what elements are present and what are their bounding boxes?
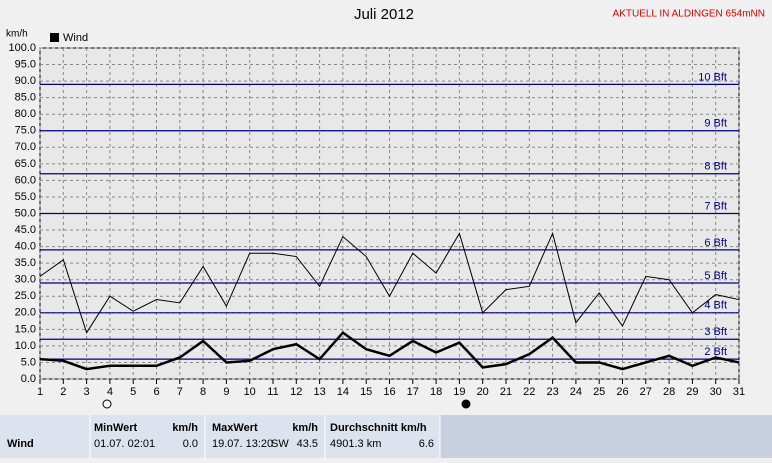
beaufort-label: 8 Bft [704, 161, 727, 173]
y-tick-label: 35.0 [15, 257, 36, 269]
direction: SW [271, 438, 289, 450]
y-tick-label: 60.0 [15, 174, 36, 186]
y-axis-label: km/h [6, 29, 28, 40]
y-tick-label: 65.0 [15, 158, 36, 170]
beaufort-label: 4 Bft [704, 300, 727, 312]
x-tick-label: 31 [733, 386, 745, 398]
y-tick-label: 15.0 [15, 323, 36, 335]
x-tick-label: 29 [686, 386, 698, 398]
header: Durchschnitt km/h [330, 422, 427, 434]
x-tick-label: 30 [710, 386, 722, 398]
x-tick-label: 10 [244, 386, 256, 398]
y-tick-label: 90.0 [15, 75, 36, 87]
date: 19.07. 13:20 [212, 438, 273, 450]
y-tick-label: 30.0 [15, 274, 36, 286]
beaufort-label: 10 Bft [698, 71, 727, 83]
date: 01.07. 02:01 [94, 438, 155, 450]
x-tick-label: 4 [107, 386, 113, 398]
y-tick-label: 20.0 [15, 307, 36, 319]
full-moon [461, 399, 471, 409]
x-tick-label: 15 [360, 386, 372, 398]
x-tick-label: 11 [267, 386, 278, 398]
y-tick-label: 85.0 [15, 92, 36, 104]
y-tick-label: 80.0 [15, 108, 36, 120]
y-tick-label: 25.0 [15, 290, 36, 302]
stats-table: Wind MinWert km/h 01.07. 02:01 0.0 MaxWe… [0, 415, 772, 458]
value: 0.0 [183, 438, 198, 450]
x-tick-label: 18 [430, 386, 442, 398]
x-tick-label: 1 [37, 386, 43, 398]
x-tick-label: 6 [153, 386, 159, 398]
x-tick-label: 7 [177, 386, 183, 398]
y-tick-label: 100.0 [8, 42, 36, 54]
x-tick-label: 19 [453, 386, 465, 398]
beaufort-label: 7 Bft [704, 200, 727, 212]
x-tick-label: 2 [60, 386, 66, 398]
y-tick-label: 45.0 [15, 224, 36, 236]
header: MinWert [94, 422, 138, 434]
beaufort-label: 6 Bft [704, 237, 727, 249]
y-tick-label: 55.0 [15, 191, 36, 203]
x-tick-label: 13 [313, 386, 325, 398]
new-moon [102, 399, 112, 409]
x-tick-label: 16 [383, 386, 395, 398]
y-tick-label: 10.0 [15, 340, 36, 352]
chart-title: Juli 2012 [354, 6, 414, 23]
header: MaxWert [212, 422, 258, 434]
series-line [39, 330, 740, 371]
x-tick-label: 12 [290, 386, 302, 398]
x-tick-label: 21 [500, 386, 512, 398]
y-tick-label: 70.0 [15, 141, 36, 153]
y-tick-label: 75.0 [15, 125, 36, 137]
value: 6.6 [419, 438, 434, 450]
x-tick-label: 25 [593, 386, 605, 398]
x-tick-label: 26 [616, 386, 628, 398]
x-tick-label: 24 [570, 386, 582, 398]
x-tick-label: 17 [407, 386, 419, 398]
y-tick-label: 40.0 [15, 241, 36, 253]
y-tick-label: 5.0 [21, 356, 36, 368]
legend-label: Wind [63, 32, 88, 44]
x-tick-label: 9 [223, 386, 229, 398]
x-tick-label: 23 [546, 386, 558, 398]
x-tick-label: 27 [640, 386, 652, 398]
x-tick-label: 14 [337, 386, 349, 398]
value: 43.5 [297, 438, 318, 450]
row-label: Wind [7, 438, 34, 450]
beaufort-label: 3 Bft [704, 326, 727, 338]
y-tick-label: 0.0 [21, 373, 36, 385]
y-tick-label: 50.0 [15, 207, 36, 219]
unit: km/h [292, 422, 318, 434]
beaufort-label: 5 Bft [704, 270, 727, 282]
legend-swatch [50, 33, 59, 42]
distance: 4901.3 km [330, 438, 381, 450]
table-panel [0, 415, 440, 458]
station: AKTUELL IN ALDINGEN 654mNN [613, 9, 765, 20]
beaufort-label: 9 Bft [704, 118, 727, 130]
x-tick-label: 5 [130, 386, 136, 398]
y-tick-label: 95.0 [15, 58, 36, 70]
x-tick-label: 8 [200, 386, 206, 398]
x-tick-label: 22 [523, 386, 535, 398]
beaufort-label: 2 Bft [704, 346, 727, 358]
unit: km/h [172, 422, 198, 434]
x-tick-label: 20 [477, 386, 489, 398]
x-tick-label: 3 [84, 386, 90, 398]
x-tick-label: 28 [663, 386, 675, 398]
series-line [39, 231, 740, 334]
